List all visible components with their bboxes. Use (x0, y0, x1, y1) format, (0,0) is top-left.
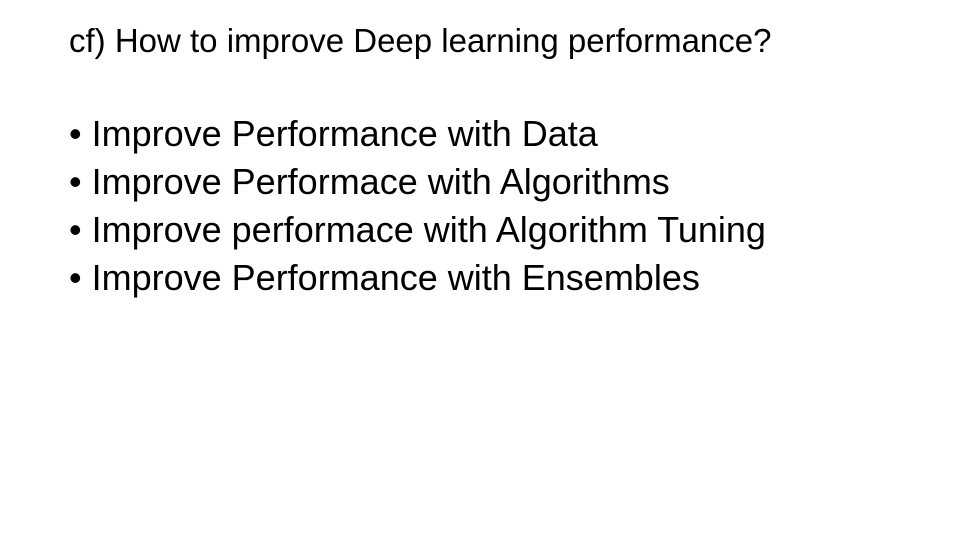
bullet-item: Improve Performace with Algorithms (69, 158, 766, 206)
slide-title: cf) How to improve Deep learning perform… (69, 22, 772, 60)
bullet-item: Improve performace with Algorithm Tuning (69, 206, 766, 254)
slide: cf) How to improve Deep learning perform… (0, 0, 960, 540)
bullet-list: Improve Performance with Data Improve Pe… (69, 110, 766, 302)
bullet-item: Improve Performance with Ensembles (69, 254, 766, 302)
bullet-item: Improve Performance with Data (69, 110, 766, 158)
